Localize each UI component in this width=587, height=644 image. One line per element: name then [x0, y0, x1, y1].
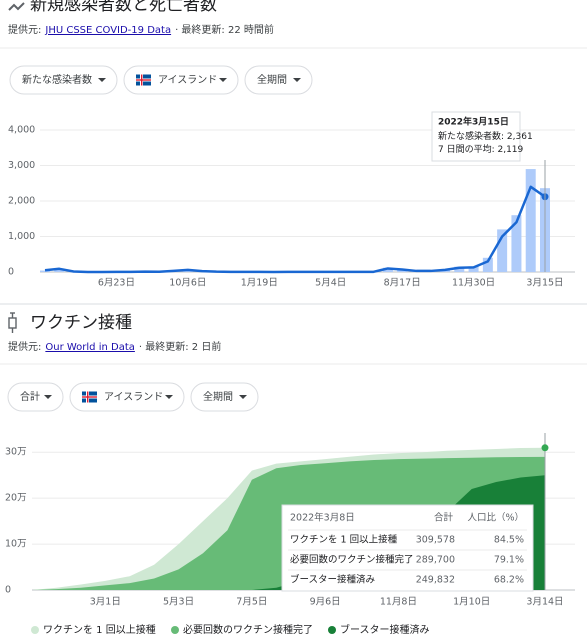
legend-label: ブースター接種済み — [340, 623, 430, 636]
tooltip-name: ブースター接種済み — [290, 574, 375, 586]
bar — [526, 169, 536, 272]
source-label: 提供元: — [8, 23, 41, 36]
tooltip-name: 7 日間の平均 — [438, 143, 492, 155]
y-tick-label: 3,000 — [8, 160, 35, 171]
filter-dropdown[interactable]: 全期間 — [245, 66, 312, 94]
legend-label: ワクチンを 1 回以上接種 — [43, 623, 156, 636]
y-tick-label: 20万 — [5, 493, 27, 504]
legend-swatch — [328, 626, 336, 634]
x-tick-label: 6月23日 — [98, 278, 135, 289]
tooltip-total: 309,578 — [416, 535, 455, 546]
chip-label: 全期間 — [257, 73, 287, 86]
y-tick-label: 1,000 — [8, 231, 35, 242]
tooltip-pct: 79.1% — [494, 555, 524, 566]
tooltip-row: 7 日間の平均: 2,119 — [438, 143, 524, 155]
tooltip-name: 新たな感染者数 — [438, 130, 501, 142]
tooltip-row: 新たな感染者数: 2,361 — [438, 130, 533, 142]
chip-label: 全期間 — [203, 390, 233, 403]
trend-icon — [9, 3, 24, 10]
y-tick-label: 30万 — [5, 447, 27, 458]
x-tick-label: 1月19日 — [241, 278, 278, 289]
chip-label: 新たな感染者数 — [22, 73, 92, 86]
x-tick-label: 3月15日 — [526, 278, 563, 289]
y-tick-label: 0 — [8, 267, 14, 278]
x-tick-label: 11月8日 — [380, 597, 417, 608]
chip-label: アイスランド — [104, 391, 163, 403]
legend-swatch — [31, 626, 39, 634]
source-link[interactable]: Our World in Data — [45, 342, 135, 353]
tooltip-pct: 84.5% — [494, 535, 524, 546]
x-tick-label: 5月3日 — [163, 597, 194, 608]
flag — [136, 79, 151, 80]
syringe-icon — [9, 313, 16, 333]
chip-label: 合計 — [20, 390, 40, 403]
chip-label: アイスランド — [158, 74, 217, 86]
x-tick-label: 3月1日 — [90, 597, 121, 608]
y-tick-label: 2,000 — [8, 196, 35, 207]
tooltip-name: ワクチンを 1 回以上接種 — [290, 534, 398, 546]
x-tick-label: 10月6日 — [169, 278, 206, 289]
tooltip-pct: 68.2% — [494, 575, 524, 586]
tooltip-date: 2022年3月8日 — [290, 512, 355, 524]
x-tick-label: 11月30日 — [452, 278, 495, 289]
source-link[interactable]: JHU CSSE COVID-19 Data — [44, 25, 171, 36]
legend-swatch — [171, 626, 179, 634]
tooltip-total: 289,700 — [416, 555, 455, 566]
y-tick-label: 10万 — [5, 539, 27, 550]
tooltip-total: 249,832 — [416, 575, 455, 586]
x-tick-label: 7月5日 — [236, 597, 267, 608]
tooltip-header: 人口比（%） — [467, 512, 524, 524]
y-tick-label: 4,000 — [8, 125, 35, 136]
filter-dropdown[interactable]: 合計 — [8, 383, 63, 411]
area-end-dot — [542, 444, 549, 451]
x-tick-label: 1月10日 — [453, 597, 490, 608]
tooltip-header: 合計 — [434, 512, 454, 524]
x-tick-label: 5月4日 — [315, 278, 346, 289]
section-title: ワクチン接種 — [30, 313, 132, 333]
x-tick-label: 3月14日 — [526, 597, 563, 608]
source-label: 提供元: — [8, 340, 41, 353]
tooltip-date: 2022年3月15日 — [438, 116, 509, 128]
source-line: 提供元:JHU CSSE COVID-19 Data · 最終更新: 22 時間前 — [8, 23, 274, 36]
updated: · 最終更新: 2 日前 — [139, 340, 221, 353]
filter-dropdown[interactable]: 全期間 — [191, 383, 258, 411]
updated: · 最終更新: 22 時間前 — [175, 23, 274, 36]
source-line: 提供元: Our World in Data · 最終更新: 2 日前 — [8, 340, 221, 353]
line — [45, 187, 545, 272]
tooltip-value: : 2,119 — [492, 145, 524, 155]
filter-dropdown[interactable]: 新たな感染者数 — [10, 66, 117, 94]
y-tick-label: 0 — [5, 585, 11, 596]
tooltip-value: : 2,361 — [501, 132, 533, 142]
tooltip-name: 必要回数のワクチン接種完了 — [290, 554, 414, 566]
section-title: 新規感染者数と死亡者数 — [30, 0, 217, 15]
x-tick-label: 8月17日 — [384, 278, 421, 289]
x-tick-label: 9月6日 — [310, 597, 341, 608]
flag — [82, 396, 97, 397]
legend-label: 必要回数のワクチン接種完了 — [183, 623, 313, 636]
